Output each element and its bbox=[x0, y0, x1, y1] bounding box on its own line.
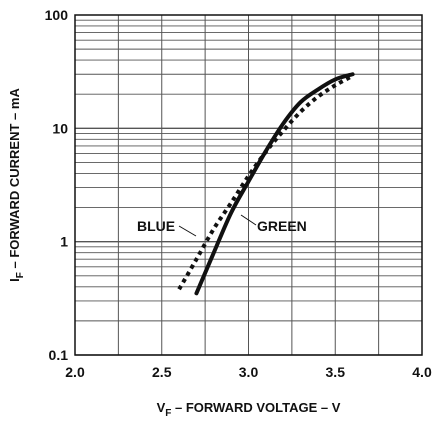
x-tick-label: 2.5 bbox=[152, 364, 172, 380]
series-label-green: GREEN bbox=[257, 218, 307, 234]
annotations: BLUE GREEN bbox=[137, 214, 307, 237]
series-layer bbox=[177, 72, 355, 296]
x-axis-title: VF – FORWARD VOLTAGE – V bbox=[157, 400, 341, 419]
y-tick-label: 1 bbox=[60, 234, 68, 250]
y-tick-label: 0.1 bbox=[49, 347, 69, 363]
plot-frame bbox=[74, 14, 423, 356]
y-axis-title-rest: – FORWARD CURRENT – mA bbox=[7, 88, 22, 273]
blue-label-leader bbox=[178, 225, 197, 237]
series-label-blue: BLUE bbox=[137, 218, 175, 234]
y-axis-title: IF – FORWARD CURRENT – mA bbox=[7, 88, 26, 282]
x-tick-label: 2.0 bbox=[65, 364, 85, 380]
y-tick-label: 100 bbox=[45, 7, 69, 23]
green-label-leader bbox=[240, 214, 257, 226]
y-axis-title-sub: F bbox=[15, 272, 26, 278]
x-tick-label: 3.5 bbox=[326, 364, 346, 380]
x-axis-title-rest: – FORWARD VOLTAGE – V bbox=[171, 400, 340, 415]
x-axis-title-sub: F bbox=[165, 408, 171, 419]
tick-labels: 2.0 2.5 3.0 3.5 4.0 0.1 1 10 100 bbox=[45, 7, 432, 380]
y-axis-title-base: I bbox=[7, 278, 22, 282]
x-tick-label: 4.0 bbox=[412, 364, 432, 380]
x-tick-label: 3.0 bbox=[239, 364, 259, 380]
series-line-green bbox=[194, 72, 355, 296]
x-axis-title-base: V bbox=[157, 400, 166, 415]
y-tick-label: 10 bbox=[52, 120, 68, 136]
grid bbox=[74, 15, 423, 356]
